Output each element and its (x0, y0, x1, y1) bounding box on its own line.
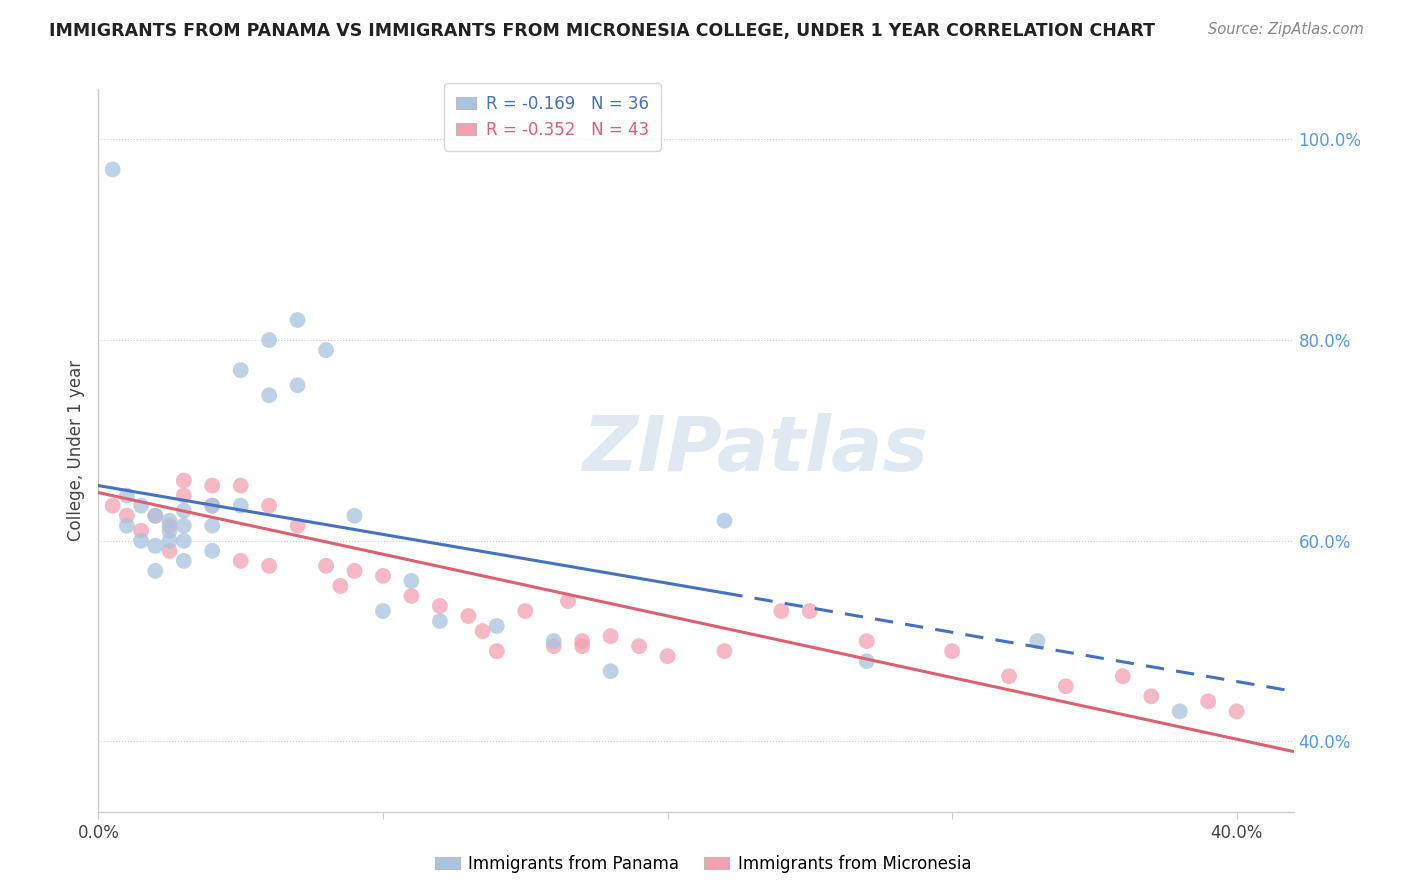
Point (159, 514, 181, 528)
Point (1197, 694, 1219, 708)
Point (143, 508, 166, 523)
Point (657, 649, 679, 664)
Point (628, 639, 651, 653)
Point (515, 604, 537, 618)
Y-axis label: College, Under 1 year: College, Under 1 year (66, 359, 84, 541)
Point (855, 654, 877, 668)
Point (201, 543, 224, 558)
Point (557, 594, 579, 608)
Point (115, 489, 138, 503)
Point (129, 533, 152, 548)
Point (471, 624, 494, 639)
Point (599, 664, 621, 679)
Point (101, 162, 124, 177)
Point (257, 499, 280, 513)
Point (257, 558, 280, 573)
Text: IMMIGRANTS FROM PANAMA VS IMMIGRANTS FROM MICRONESIA COLLEGE, UNDER 1 YEAR CORRE: IMMIGRANTS FROM PANAMA VS IMMIGRANTS FRO… (49, 22, 1156, 40)
Point (599, 629, 621, 643)
Text: Source: ZipAtlas.com: Source: ZipAtlas.com (1208, 22, 1364, 37)
Point (998, 669, 1021, 683)
Point (173, 474, 195, 488)
Point (115, 518, 138, 533)
Legend: R = -0.169   N = 36, R = -0.352   N = 43: R = -0.169 N = 36, R = -0.352 N = 43 (444, 83, 661, 151)
Point (159, 524, 181, 538)
Point (401, 589, 423, 603)
Point (143, 564, 166, 578)
Point (571, 634, 593, 648)
Point (315, 343, 337, 357)
Point (799, 604, 821, 618)
Point (457, 609, 479, 624)
Point (1140, 690, 1163, 704)
Point (101, 499, 124, 513)
Point (115, 508, 138, 523)
Point (173, 489, 195, 503)
Point (159, 518, 181, 533)
Point (770, 604, 793, 618)
Point (229, 499, 252, 513)
Point (143, 508, 166, 523)
Point (1026, 634, 1049, 648)
Point (371, 569, 394, 583)
Point (1168, 705, 1191, 719)
Point (855, 634, 877, 648)
Point (287, 518, 309, 533)
Point (315, 558, 337, 573)
Point (429, 614, 451, 628)
Point (129, 524, 152, 538)
Point (343, 564, 366, 578)
Point (159, 543, 181, 558)
Point (159, 533, 181, 548)
Point (201, 499, 224, 513)
Point (257, 388, 280, 402)
Point (485, 644, 508, 658)
Point (201, 499, 224, 513)
Point (485, 619, 508, 633)
Point (543, 634, 565, 648)
Point (229, 478, 252, 492)
Point (571, 639, 593, 653)
Point (229, 554, 252, 568)
Point (287, 313, 309, 327)
Point (713, 644, 735, 658)
Point (129, 499, 152, 513)
Legend: Immigrants from Panama, Immigrants from Micronesia: Immigrants from Panama, Immigrants from … (429, 848, 977, 880)
Point (173, 533, 195, 548)
Point (1054, 679, 1077, 693)
Point (173, 503, 195, 517)
Text: ZIPatlas: ZIPatlas (582, 414, 929, 487)
Point (257, 333, 280, 347)
Point (229, 363, 252, 377)
Point (173, 518, 195, 533)
Point (343, 508, 366, 523)
Point (1226, 705, 1249, 719)
Point (287, 378, 309, 392)
Point (401, 574, 423, 588)
Point (1112, 669, 1135, 683)
Point (713, 514, 735, 528)
Point (201, 478, 224, 492)
Point (201, 518, 224, 533)
Point (371, 604, 394, 618)
Point (429, 599, 451, 613)
Point (143, 539, 166, 553)
Point (941, 644, 963, 658)
Point (329, 579, 352, 593)
Point (173, 554, 195, 568)
Point (543, 639, 565, 653)
